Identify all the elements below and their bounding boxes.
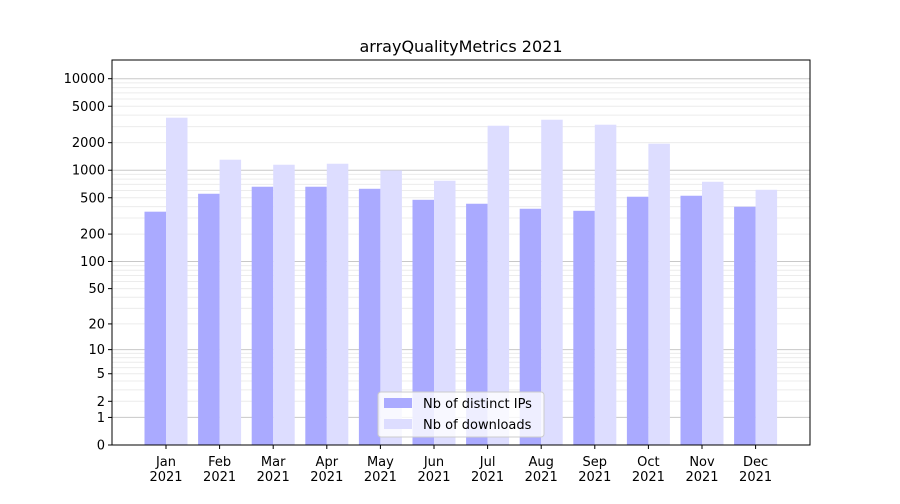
y-tick-label: 2000: [72, 136, 105, 151]
plot-frame: [111, 59, 811, 446]
x-tick-label: Jul 2021: [471, 455, 504, 485]
bar-distinct-ips: [144, 211, 166, 445]
bar-downloads: [487, 125, 510, 445]
x-axis: Jan 2021 Feb 2021 Mar 2021 Apr 2021 May 2021 Jun 20…: [149, 445, 772, 485]
bar-distinct-ips: [251, 186, 274, 445]
legend-box: [377, 391, 545, 438]
bar-downloads: [219, 159, 242, 445]
legend-swatch: [384, 398, 412, 408]
legend-label: Nb of downloads: [423, 418, 532, 433]
bar-distinct-ips: [680, 195, 702, 445]
x-tick-label: Aug 2021: [525, 455, 558, 485]
legend-label: Nb of distinct IPs: [423, 397, 532, 412]
y-tick-label: 50: [88, 282, 105, 297]
bar-downloads: [594, 124, 617, 446]
y-axis: 0 12 5 10 20 50 100 200 500 1000 2000 5000 10000: [64, 72, 112, 454]
bar-distinct-ips: [519, 208, 542, 445]
bar-downloads: [755, 189, 778, 445]
bar-downloads: [326, 163, 349, 446]
x-tick-label: May 2021: [364, 455, 397, 485]
y-tick-label: 100: [80, 255, 105, 270]
y-tick-label: 10000: [64, 72, 105, 87]
bar-downloads: [434, 180, 456, 445]
x-tick-label: Feb 2021: [203, 455, 236, 485]
bar-downloads: [702, 181, 724, 445]
bar-distinct-ips: [198, 193, 220, 445]
bar-distinct-ips: [466, 203, 488, 445]
x-tick-label: Oct 2021: [632, 455, 665, 485]
y-tick-label: 500: [80, 191, 105, 206]
legend-swatch: [384, 419, 412, 429]
bar-distinct-ips: [412, 199, 434, 445]
x-tick-label: Mar 2021: [257, 455, 290, 485]
y-tick-label: 1000: [72, 164, 105, 179]
x-tick-label: Dec 2021: [739, 455, 772, 485]
y-tick-label: 2: [97, 395, 105, 410]
y-tick-label: 200: [80, 228, 105, 243]
bar-downloads: [166, 117, 188, 446]
x-tick-label: Apr 2021: [310, 455, 343, 485]
bars: [144, 117, 778, 446]
x-tick-label: Jan 2021: [149, 455, 182, 485]
bar-downloads: [273, 164, 295, 446]
bar-distinct-ips: [358, 188, 381, 445]
bar-distinct-ips: [626, 196, 649, 445]
y-tick-label: 5: [97, 367, 105, 382]
y-tick-label: 10: [88, 343, 105, 358]
bar-distinct-ips: [734, 206, 756, 445]
x-tick-label: Nov 2021: [685, 455, 718, 485]
bar-distinct-ips: [573, 210, 595, 445]
y-tick-label: 20: [88, 317, 105, 332]
bar-downloads: [648, 143, 670, 445]
chart-title: arrayQualityMetrics 2021: [359, 37, 562, 56]
bar-distinct-ips: [305, 186, 327, 445]
x-tick-label: Sep 2021: [578, 455, 611, 485]
bar-downloads: [380, 170, 402, 445]
y-tick-label: 1: [97, 411, 105, 426]
legend: Nb of distinct IPs Nb of downloads: [377, 391, 545, 438]
bar-downloads: [541, 119, 563, 445]
y-tick-label: 5000: [72, 100, 105, 115]
y-tick-label: 0: [97, 439, 105, 454]
x-tick-label: Jun 2021: [417, 455, 450, 485]
